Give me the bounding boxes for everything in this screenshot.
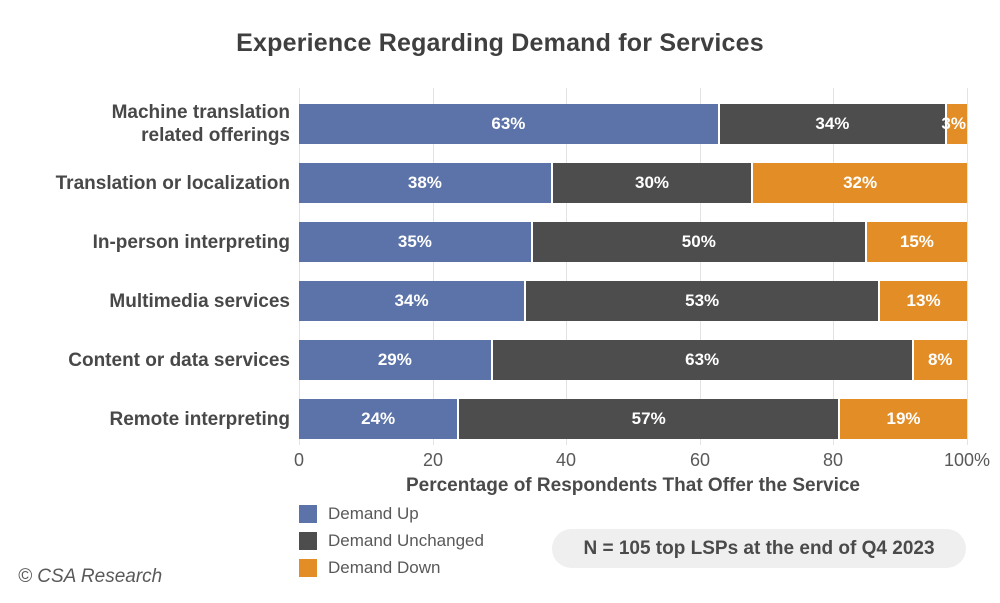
bar-segment-demand-up-translation-or-localization: 38% <box>299 163 553 203</box>
category-label-translation-or-localization: Translation or localization <box>55 172 290 194</box>
bar-value-label: 15% <box>899 232 934 251</box>
bar-segment-demand-unchanged-translation-or-localization: 30% <box>552 163 754 203</box>
chart-title: Experience Regarding Demand for Services <box>236 29 764 57</box>
bar-value-label: 30% <box>635 173 670 192</box>
legend-swatch-demand-down <box>299 559 317 577</box>
gridline-40 <box>566 88 567 445</box>
bar-segment-demand-up-machine-translation-related-offerings: 63% <box>299 104 720 144</box>
gridline-100 <box>967 88 968 445</box>
bar-value-label: 35% <box>397 232 432 251</box>
x-tick-label-80: 80 <box>822 450 844 470</box>
x-tick-label-20: 20 <box>422 450 444 470</box>
bar-row-multimedia-services: 34% 53% 13% <box>299 281 967 321</box>
bar-segment-demand-unchanged-machine-translation-related-offerings: 34% <box>719 104 947 144</box>
gridline-80 <box>833 88 834 445</box>
bar-segment-demand-down-in-person-interpreting: 15% <box>866 222 967 262</box>
bar-segment-demand-up-content-or-data-services: 29% <box>299 340 493 380</box>
bar-value-label: 63% <box>491 114 526 133</box>
gridline-20 <box>433 88 434 445</box>
category-label-content-or-data-services: Content or data services <box>68 349 290 371</box>
bar-value-label: 29% <box>377 350 412 369</box>
bar-segment-demand-unchanged-multimedia-services: 53% <box>526 281 881 321</box>
category-label-machine-translation-related-offerings: Machine translation related offerings <box>111 102 290 146</box>
legend-swatch-demand-up <box>299 505 317 523</box>
bar-value-label: 38% <box>407 173 442 192</box>
bar-segment-demand-down-multimedia-services: 13% <box>880 281 967 321</box>
bar-value-label: 53% <box>685 291 720 310</box>
gridline-0 <box>299 88 300 445</box>
bar-segment-demand-down-machine-translation-related-offerings: 3% <box>941 104 967 144</box>
bar-value-label: 57% <box>631 409 666 428</box>
x-tick-label-40: 40 <box>555 450 577 470</box>
bar-segment-demand-unchanged-in-person-interpreting: 50% <box>532 222 867 262</box>
bar-value-label: 3% <box>941 114 966 133</box>
category-label-in-person-interpreting: In-person interpreting <box>92 231 290 253</box>
bar-segment-demand-unchanged-content-or-data-services: 63% <box>492 340 914 380</box>
bar-value-label: 50% <box>681 232 716 251</box>
bar-segment-demand-up-in-person-interpreting: 35% <box>299 222 533 262</box>
bar-value-label: 34% <box>815 114 850 133</box>
legend-label-demand-unchanged: Demand Unchanged <box>328 531 484 550</box>
legend-swatch-demand-unchanged <box>299 532 317 550</box>
bar-value-label: 32% <box>843 173 878 192</box>
legend-label-demand-down: Demand Down <box>328 558 441 577</box>
note-badge: N = 105 top LSPs at the end of Q4 2023 <box>552 529 966 568</box>
bar-value-label: 19% <box>886 409 921 428</box>
x-tick-label-100: 100% <box>943 450 991 470</box>
legend: Demand Up Demand Unchanged Demand Down <box>299 504 484 586</box>
bar-segment-demand-up-remote-interpreting: 24% <box>299 399 460 439</box>
bar-segment-demand-down-translation-or-localization: 32% <box>753 163 967 203</box>
bar-row-content-or-data-services: 29% 63% 8% <box>299 340 967 380</box>
legend-item-demand-down: Demand Down <box>299 558 484 577</box>
bar-row-remote-interpreting: 24% 57% 19% <box>299 399 967 439</box>
x-tick-label-0: 0 <box>293 450 304 470</box>
legend-item-demand-unchanged: Demand Unchanged <box>299 531 484 550</box>
x-tick-label-60: 60 <box>689 450 711 470</box>
legend-item-demand-up: Demand Up <box>299 504 484 523</box>
bar-segment-demand-unchanged-remote-interpreting: 57% <box>459 399 841 439</box>
bar-value-label: 13% <box>906 291 941 310</box>
bar-row-in-person-interpreting: 35% 50% 15% <box>299 222 967 262</box>
bar-value-label: 63% <box>685 350 720 369</box>
x-axis-title: Percentage of Respondents That Offer the… <box>405 475 860 496</box>
bar-segment-demand-down-remote-interpreting: 19% <box>840 399 967 439</box>
bar-value-label: 24% <box>361 409 396 428</box>
bar-value-label: 34% <box>394 291 429 310</box>
gridline-60 <box>700 88 701 445</box>
bar-segment-demand-up-multimedia-services: 34% <box>299 281 527 321</box>
category-label-multimedia-services: Multimedia services <box>109 290 290 312</box>
category-label-remote-interpreting: Remote interpreting <box>109 408 290 430</box>
copyright-text: © CSA Research <box>18 566 163 587</box>
legend-label-demand-up: Demand Up <box>328 504 419 523</box>
bar-segment-demand-down-content-or-data-services: 8% <box>913 340 967 380</box>
bar-row-machine-translation-related-offerings: 63% 34% 3% <box>299 104 967 144</box>
bar-row-translation-or-localization: 38% 30% 32% <box>299 163 967 203</box>
bar-value-label: 8% <box>927 350 953 369</box>
